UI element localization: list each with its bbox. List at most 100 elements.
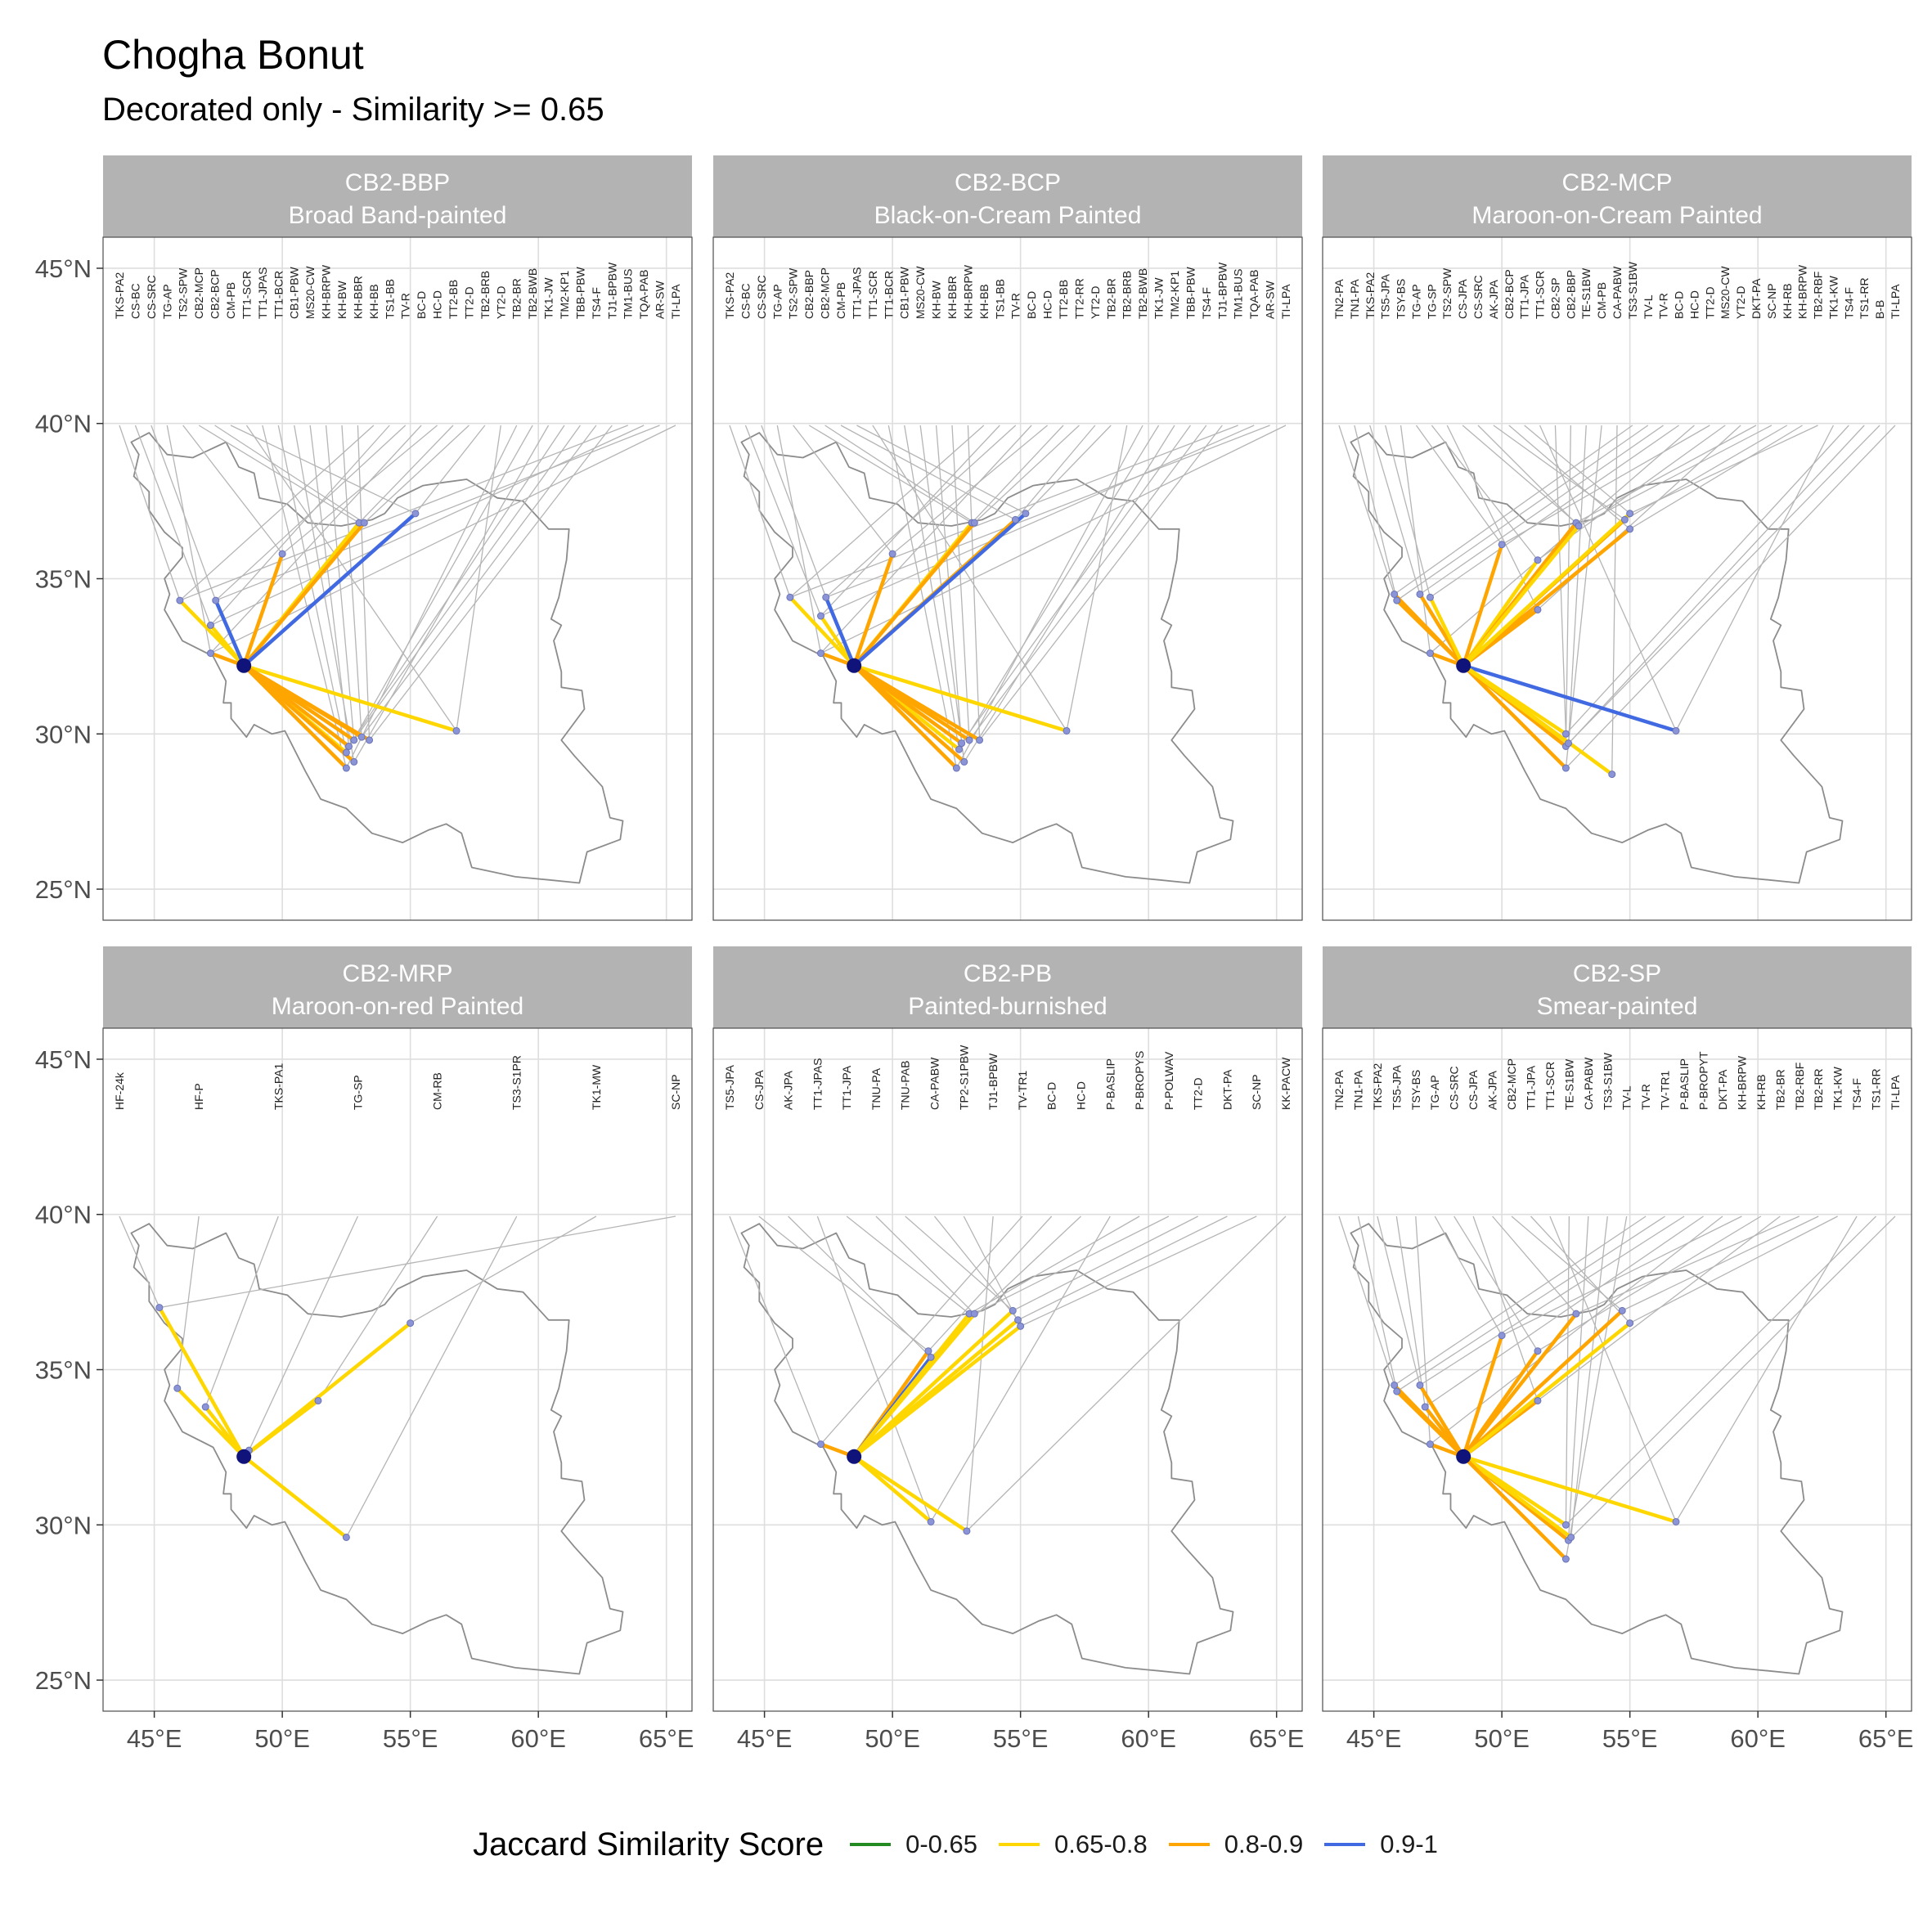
site-label: TT2-D xyxy=(1192,1077,1205,1110)
leader-line xyxy=(1357,1215,1398,1392)
lon-tick-label: 50°E xyxy=(254,1724,310,1753)
similarity-link xyxy=(209,623,246,668)
leader-line xyxy=(1565,425,1865,747)
site-label: YT2-D xyxy=(1089,286,1102,319)
leader-line xyxy=(958,425,1160,750)
site-label: TT1-JPA xyxy=(840,1065,853,1110)
chart-subtitle: Decorated only - Similarity >= 0.65 xyxy=(102,92,604,128)
leader-line xyxy=(973,425,1080,523)
facet-cb2-bbp: CB2-BBP Broad Band-painted TKS-PA2 CS-BC CS-… xyxy=(35,155,693,921)
leader-line xyxy=(1338,1215,1395,1386)
leader-line xyxy=(345,425,533,753)
leader-line xyxy=(230,425,416,514)
leader-line xyxy=(182,425,283,555)
site-label: TN1-PA xyxy=(1348,279,1361,319)
leader-line xyxy=(872,425,1067,731)
legend-item-0.8-0.9: 0.8-0.9 xyxy=(1168,1830,1303,1859)
site-point xyxy=(366,736,374,744)
leader-line xyxy=(179,425,375,601)
site-label: CB2-BCP xyxy=(209,269,222,319)
similarity-link xyxy=(241,551,285,668)
site-point xyxy=(1620,515,1629,523)
site-point xyxy=(960,757,968,766)
site-point xyxy=(345,742,353,750)
site-point xyxy=(350,736,358,744)
site-label: CS-JPA xyxy=(1467,1070,1480,1110)
site-label: YT2-D xyxy=(494,286,507,319)
site-label: TT2-BB xyxy=(447,280,460,319)
site-label: CB2-BCP xyxy=(1503,269,1516,319)
site-point xyxy=(1672,1517,1680,1525)
leader-line xyxy=(1385,425,1431,598)
leader-line xyxy=(892,425,1048,555)
leader-line xyxy=(119,1215,160,1308)
lon-tick-label: 55°E xyxy=(993,1724,1049,1753)
site-point xyxy=(963,1527,971,1535)
site-label: CM-PB xyxy=(224,282,237,319)
leader-line xyxy=(789,425,1238,598)
similarity-link xyxy=(1461,1309,1624,1459)
site-point xyxy=(1426,649,1434,658)
site-label: KH-BRPW xyxy=(961,264,974,319)
site-point xyxy=(1575,522,1583,530)
similarity-link xyxy=(157,1305,246,1459)
facet-name: Painted-burnished xyxy=(908,993,1108,1020)
leader-line xyxy=(369,425,613,741)
site-label: TS1-BB xyxy=(383,279,396,319)
site-label: TG-AP xyxy=(1428,1075,1441,1110)
site-point xyxy=(173,1384,182,1392)
similarity-link xyxy=(1461,1333,1504,1459)
similarity-link xyxy=(1461,523,1581,668)
leader-line xyxy=(1629,1215,1838,1324)
leader-line xyxy=(1394,425,1633,595)
similarity-link xyxy=(1461,1454,1678,1524)
leader-line xyxy=(1565,425,1571,747)
facet-cb2-bcp: CB2-BCP Black-on-Cream Painted TKS-PA2 CS-B… xyxy=(712,155,1303,921)
site-label: P-BROPYS xyxy=(1133,1051,1146,1110)
site-point xyxy=(1672,726,1680,735)
leader-line xyxy=(887,425,958,769)
facet-cb2-sp: CB2-SP Smear-painted TN2-PA TN1-PA TKS-PA2 TS… xyxy=(1322,946,1913,1753)
leader-line xyxy=(1025,425,1112,514)
leader-line xyxy=(966,1215,1287,1532)
site-label: TS2-SPW xyxy=(1440,267,1453,319)
site-label: KH-BRPW xyxy=(320,264,333,319)
lon-tick-label: 60°E xyxy=(1121,1724,1176,1753)
similarity-link xyxy=(1461,663,1678,733)
site-label: TV-R xyxy=(399,293,412,319)
site-label: KH-BW xyxy=(335,281,348,319)
leader-line xyxy=(1472,1215,1539,1401)
site-label: TT1-SCR xyxy=(1534,271,1547,319)
site-label: SC-NP xyxy=(1250,1074,1263,1110)
legend-item-0.65-0.8: 0.65-0.8 xyxy=(998,1830,1148,1859)
site-label: TS5-JPA xyxy=(1379,273,1392,319)
site-point xyxy=(816,612,824,620)
site-point xyxy=(1416,590,1424,598)
legend-label: 0.9-1 xyxy=(1380,1830,1438,1858)
leader-line xyxy=(415,425,486,514)
leader-line xyxy=(955,425,1143,769)
site-label: CS-SRC xyxy=(145,275,158,319)
leader-line xyxy=(968,1215,1140,1314)
site-point xyxy=(955,745,964,753)
similarity-link xyxy=(1395,1389,1466,1459)
site-label: TB2-BR xyxy=(1773,1069,1786,1110)
leader-line xyxy=(905,1215,1013,1311)
site-label: TKS-PA1 xyxy=(272,1063,285,1110)
facet-cb2-mrp: CB2-MRP Maroon-on-red Painted HF-24k HF-P TK… xyxy=(35,946,694,1753)
site-label: TG-AP xyxy=(160,284,173,319)
leader-line xyxy=(1530,1215,1631,1324)
site-point xyxy=(407,1319,415,1328)
similarity-link xyxy=(851,511,1028,668)
site-label: TS3-S1PR xyxy=(510,1055,523,1110)
leader-line xyxy=(961,425,1191,744)
similarity-link xyxy=(241,663,371,743)
origin-point xyxy=(236,1449,252,1464)
site-label: CB2-MCP xyxy=(819,267,832,319)
leader-line xyxy=(1675,425,1835,731)
site-label: KH-BBR xyxy=(351,276,364,319)
site-point xyxy=(970,519,978,527)
lon-tick-label: 60°E xyxy=(1730,1724,1786,1753)
origin-point xyxy=(847,658,862,673)
